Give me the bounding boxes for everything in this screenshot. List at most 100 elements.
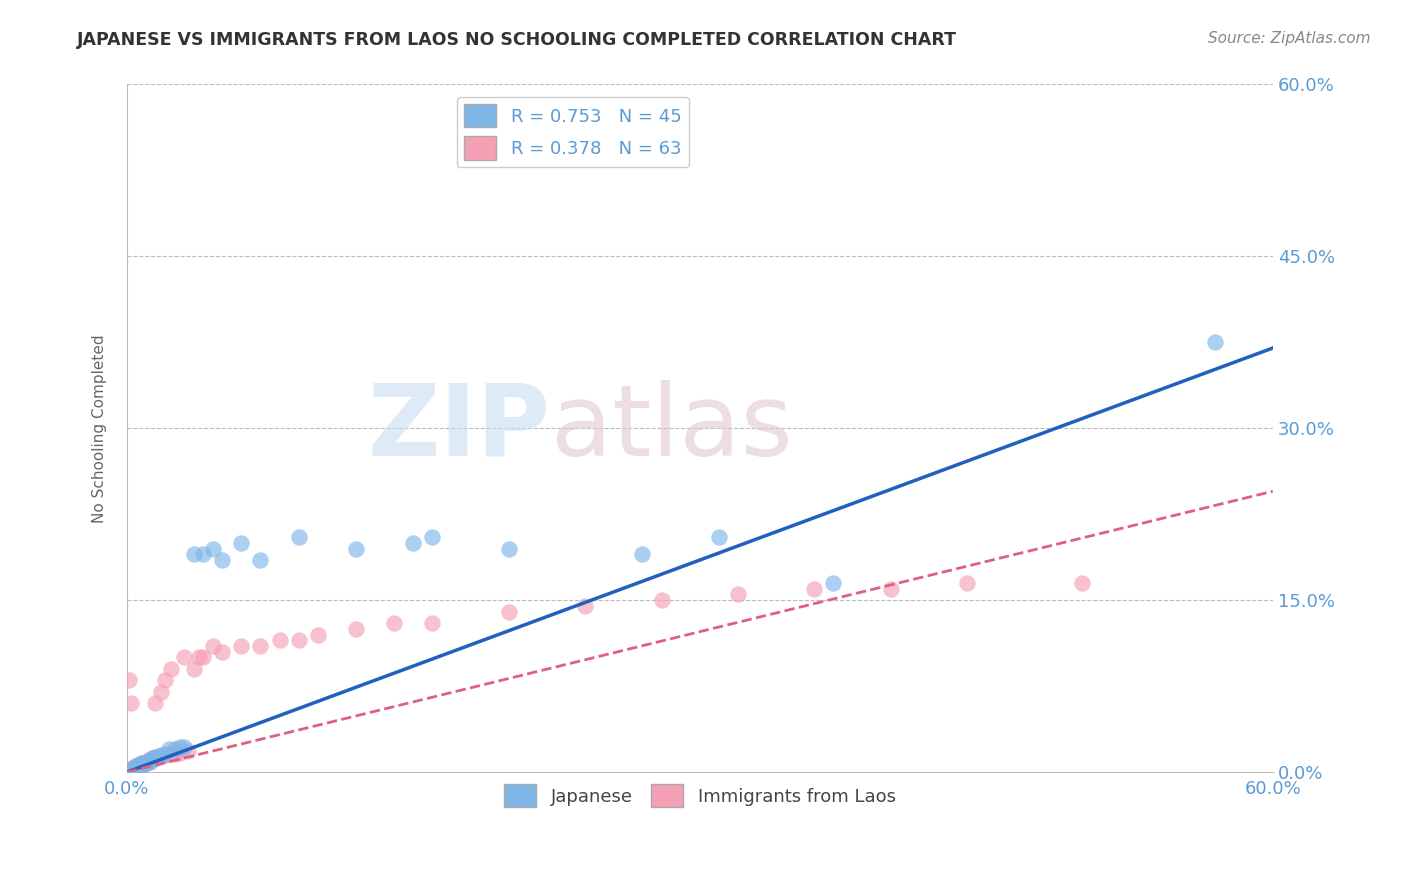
Point bbox=[121, 763, 143, 777]
Point bbox=[120, 696, 142, 710]
Point bbox=[129, 757, 152, 772]
Text: ZIP: ZIP bbox=[368, 380, 551, 476]
Point bbox=[121, 762, 143, 776]
Point bbox=[498, 605, 520, 619]
Point bbox=[136, 755, 159, 769]
Point bbox=[287, 530, 309, 544]
Point bbox=[125, 760, 148, 774]
Point bbox=[118, 764, 141, 778]
Point bbox=[344, 622, 367, 636]
Point bbox=[120, 764, 142, 778]
Point bbox=[231, 639, 253, 653]
Point bbox=[574, 599, 596, 613]
Point bbox=[165, 746, 187, 760]
Point bbox=[402, 536, 425, 550]
Point bbox=[138, 755, 160, 769]
Point bbox=[631, 547, 654, 561]
Point bbox=[135, 755, 157, 769]
Point bbox=[146, 751, 169, 765]
Point bbox=[956, 576, 979, 591]
Point bbox=[1204, 335, 1226, 350]
Point bbox=[156, 747, 179, 762]
Point bbox=[498, 541, 520, 556]
Point bbox=[249, 639, 271, 653]
Point bbox=[120, 763, 142, 777]
Point bbox=[135, 755, 157, 769]
Point bbox=[127, 760, 149, 774]
Point bbox=[120, 763, 142, 777]
Point bbox=[651, 593, 673, 607]
Point bbox=[141, 752, 163, 766]
Point bbox=[1070, 576, 1092, 591]
Point bbox=[135, 756, 157, 770]
Point bbox=[823, 576, 845, 591]
Point bbox=[150, 747, 173, 762]
Point bbox=[127, 759, 149, 773]
Point bbox=[127, 758, 149, 772]
Point bbox=[287, 633, 309, 648]
Point bbox=[135, 756, 157, 770]
Point bbox=[124, 760, 146, 774]
Point bbox=[211, 553, 233, 567]
Point bbox=[201, 639, 224, 653]
Point bbox=[382, 616, 405, 631]
Y-axis label: No Schooling Completed: No Schooling Completed bbox=[93, 334, 107, 523]
Point bbox=[125, 762, 148, 776]
Point bbox=[121, 763, 143, 777]
Point bbox=[131, 756, 153, 770]
Point bbox=[145, 696, 167, 710]
Point bbox=[132, 757, 155, 772]
Point bbox=[159, 662, 181, 676]
Point bbox=[173, 650, 195, 665]
Point bbox=[125, 759, 148, 773]
Point bbox=[150, 685, 173, 699]
Point bbox=[249, 553, 271, 567]
Point bbox=[707, 530, 730, 544]
Text: atlas: atlas bbox=[551, 380, 793, 476]
Point bbox=[138, 752, 160, 766]
Point bbox=[269, 633, 291, 648]
Point bbox=[145, 750, 167, 764]
Point bbox=[344, 541, 367, 556]
Point bbox=[141, 752, 163, 766]
Point bbox=[146, 750, 169, 764]
Point bbox=[152, 747, 174, 762]
Point bbox=[163, 742, 186, 756]
Point bbox=[188, 650, 211, 665]
Point bbox=[138, 754, 160, 768]
Point bbox=[124, 760, 146, 774]
Point bbox=[201, 541, 224, 556]
Point bbox=[142, 751, 165, 765]
Point bbox=[129, 757, 152, 772]
Point bbox=[183, 547, 205, 561]
Point bbox=[124, 762, 146, 776]
Point bbox=[131, 756, 153, 770]
Point bbox=[169, 739, 191, 754]
Point bbox=[145, 750, 167, 764]
Point bbox=[163, 747, 186, 761]
Point bbox=[157, 742, 180, 756]
Point bbox=[132, 756, 155, 770]
Point bbox=[148, 749, 170, 764]
Point bbox=[136, 754, 159, 768]
Point bbox=[307, 627, 329, 641]
Point bbox=[169, 746, 191, 760]
Point bbox=[803, 582, 825, 596]
Point bbox=[118, 673, 141, 688]
Point bbox=[124, 762, 146, 776]
Point bbox=[125, 759, 148, 773]
Point bbox=[132, 757, 155, 772]
Point bbox=[118, 764, 141, 778]
Point bbox=[142, 751, 165, 765]
Point bbox=[193, 650, 215, 665]
Point bbox=[211, 645, 233, 659]
Point bbox=[131, 758, 153, 772]
Point bbox=[173, 739, 195, 754]
Point bbox=[177, 744, 200, 758]
Point bbox=[131, 758, 153, 772]
Legend: Japanese, Immigrants from Laos: Japanese, Immigrants from Laos bbox=[496, 777, 903, 814]
Point bbox=[231, 536, 253, 550]
Point bbox=[880, 582, 903, 596]
Point bbox=[422, 530, 444, 544]
Point bbox=[129, 759, 152, 773]
